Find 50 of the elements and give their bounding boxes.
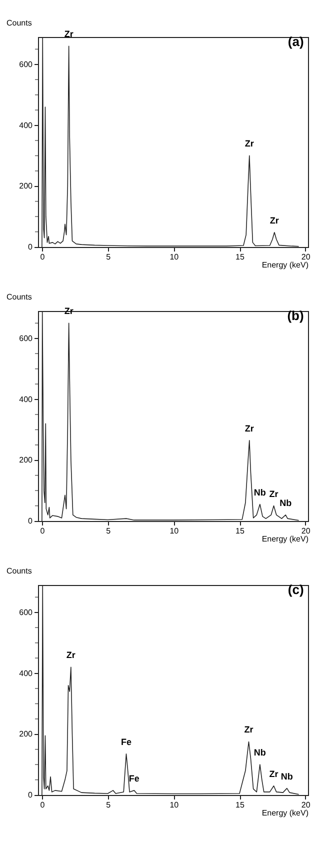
x-tick-label: 0 (40, 252, 46, 262)
y-tick-label: 200 (19, 456, 34, 465)
x-tick-label: 20 (301, 526, 311, 536)
annotation: Nb (254, 748, 266, 758)
x-tick-label: 5 (106, 252, 112, 262)
y-axis-title: Counts (6, 292, 32, 302)
y-tick-label: 600 (19, 334, 34, 343)
annotation: Zr (269, 488, 279, 499)
x-axis-title: Energy (keV) (262, 534, 309, 544)
annotation: Nb (254, 487, 266, 498)
annotation: Zr (66, 650, 76, 660)
y-axis-title: Counts (6, 18, 32, 28)
x-tick-label: 10 (170, 252, 180, 262)
annotation: Nb (280, 498, 292, 508)
x-tick-label: 15 (236, 252, 246, 262)
x-tick-label: 10 (170, 800, 180, 810)
y-tick-label: 600 (19, 608, 34, 617)
annotation: Zr (269, 768, 279, 779)
annotation: Zr (64, 29, 74, 40)
y-axis-title: Counts (6, 566, 32, 576)
chart-title: (a) (288, 34, 304, 49)
y-tick-label: 0 (28, 242, 34, 252)
x-tick-label: 15 (236, 800, 246, 810)
y-tick-label: 400 (19, 120, 34, 130)
x-tick-label: 0 (40, 526, 46, 536)
x-tick-label: 20 (301, 252, 311, 262)
y-tick-label: 400 (19, 668, 34, 678)
annotation: Zr (244, 724, 254, 735)
x-tick-label: 15 (236, 526, 246, 536)
y-tick-label: 600 (19, 60, 34, 69)
x-tick-label: 5 (106, 526, 112, 536)
y-tick-label: 400 (19, 394, 34, 404)
y-tick-label: 200 (19, 730, 34, 739)
annotation: Nb (280, 771, 294, 782)
x-tick-label: 0 (40, 800, 46, 810)
chart-title: (c) (288, 582, 304, 597)
annotation: Fe (128, 773, 140, 784)
x-tick-label: 5 (106, 800, 112, 810)
x-tick-label: 20 (301, 800, 311, 810)
x-axis-title: Energy (keV) (262, 808, 309, 818)
annotation: Zr (270, 215, 280, 226)
annotation: Zr (244, 423, 254, 434)
y-tick-label: 0 (28, 790, 34, 800)
annotation: Fe (120, 736, 132, 747)
chart-title: (b) (287, 308, 304, 323)
annotation: Zr (244, 138, 254, 149)
y-tick-label: 200 (19, 182, 34, 191)
y-tick-label: 0 (28, 516, 34, 526)
x-tick-label: 10 (170, 526, 180, 536)
x-axis-title: Energy (keV) (262, 260, 309, 270)
